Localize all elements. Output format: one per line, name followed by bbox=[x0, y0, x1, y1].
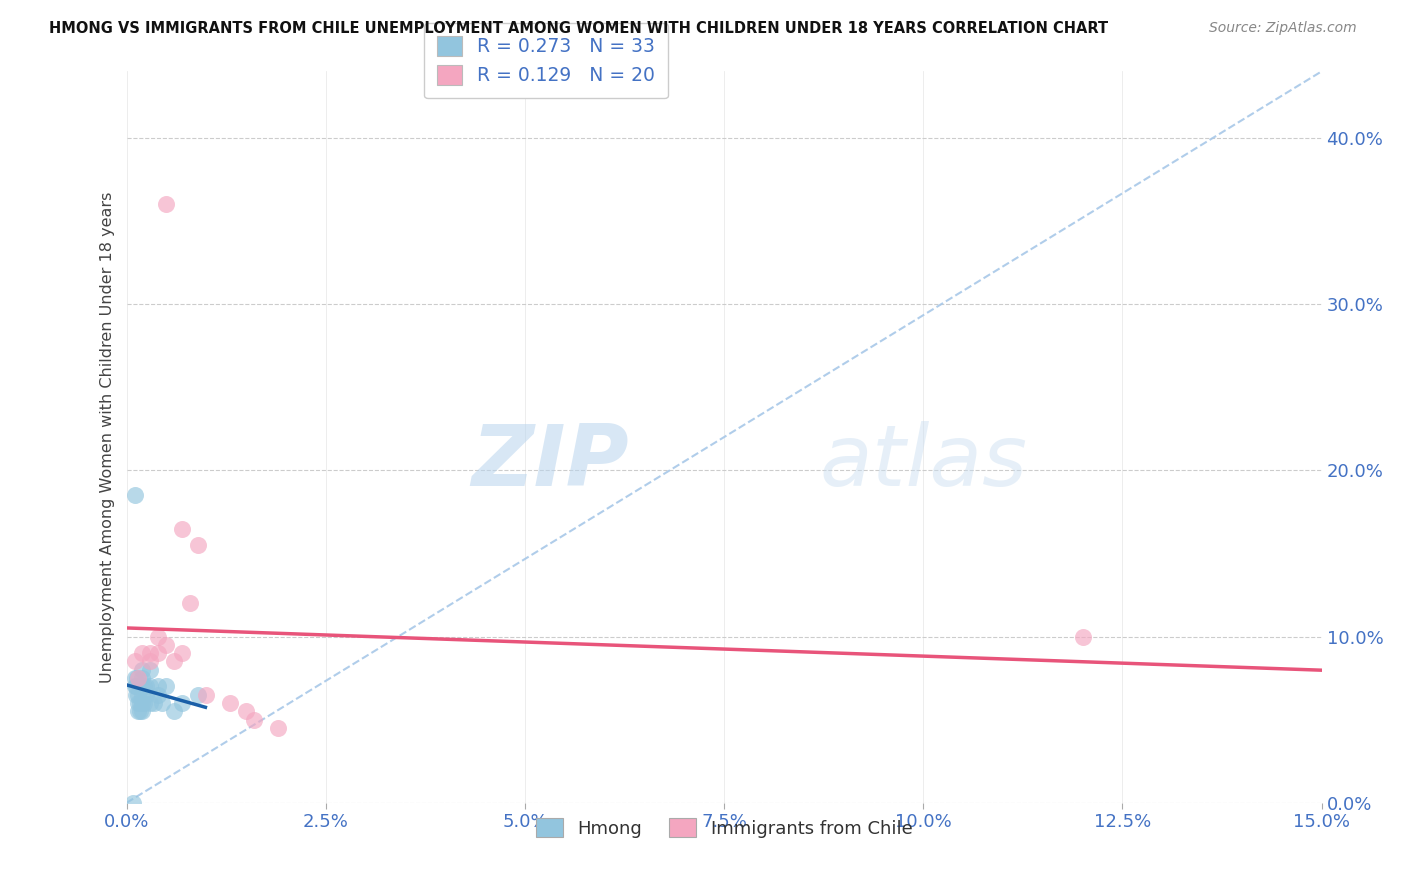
Text: HMONG VS IMMIGRANTS FROM CHILE UNEMPLOYMENT AMONG WOMEN WITH CHILDREN UNDER 18 Y: HMONG VS IMMIGRANTS FROM CHILE UNEMPLOYM… bbox=[49, 21, 1108, 37]
Point bbox=[131, 680, 153, 694]
Point bbox=[187, 538, 209, 552]
Point bbox=[139, 655, 162, 669]
Point bbox=[155, 638, 177, 652]
Point bbox=[125, 688, 148, 702]
Point bbox=[131, 663, 153, 677]
Point bbox=[148, 646, 170, 660]
Point bbox=[143, 696, 166, 710]
Point bbox=[129, 705, 152, 719]
Point bbox=[124, 488, 146, 502]
Point bbox=[129, 696, 152, 710]
Point bbox=[187, 688, 209, 702]
Point bbox=[127, 671, 149, 685]
Point bbox=[150, 696, 174, 710]
Legend: Hmong, Immigrants from Chile: Hmong, Immigrants from Chile bbox=[529, 811, 920, 845]
Text: ZIP: ZIP bbox=[471, 421, 628, 504]
Point bbox=[148, 630, 170, 644]
Point bbox=[135, 688, 157, 702]
Point bbox=[131, 696, 153, 710]
Point bbox=[243, 713, 266, 727]
Point bbox=[179, 596, 201, 610]
Point bbox=[124, 671, 146, 685]
Point bbox=[155, 680, 177, 694]
Point bbox=[1071, 630, 1094, 644]
Point bbox=[155, 197, 177, 211]
Point bbox=[163, 655, 186, 669]
Point bbox=[172, 646, 194, 660]
Point bbox=[139, 680, 162, 694]
Point bbox=[127, 688, 149, 702]
Point bbox=[132, 696, 155, 710]
Point bbox=[148, 688, 170, 702]
Y-axis label: Unemployment Among Women with Children Under 18 years: Unemployment Among Women with Children U… bbox=[100, 192, 115, 682]
Point bbox=[163, 705, 186, 719]
Point bbox=[131, 646, 153, 660]
Point bbox=[148, 680, 170, 694]
Point bbox=[235, 705, 257, 719]
Point bbox=[127, 705, 149, 719]
Point bbox=[172, 521, 194, 535]
Text: atlas: atlas bbox=[820, 421, 1028, 504]
Point bbox=[131, 671, 153, 685]
Point bbox=[131, 705, 153, 719]
Point bbox=[219, 696, 242, 710]
Point bbox=[127, 696, 149, 710]
Point bbox=[139, 646, 162, 660]
Point bbox=[125, 671, 148, 685]
Point bbox=[195, 688, 218, 702]
Point bbox=[124, 680, 146, 694]
Text: Source: ZipAtlas.com: Source: ZipAtlas.com bbox=[1209, 21, 1357, 36]
Point bbox=[125, 680, 148, 694]
Point bbox=[131, 688, 153, 702]
Point bbox=[122, 796, 145, 810]
Point bbox=[172, 696, 194, 710]
Point bbox=[139, 663, 162, 677]
Point bbox=[124, 655, 146, 669]
Point bbox=[135, 680, 157, 694]
Point bbox=[132, 680, 155, 694]
Point bbox=[139, 696, 162, 710]
Point bbox=[267, 721, 290, 735]
